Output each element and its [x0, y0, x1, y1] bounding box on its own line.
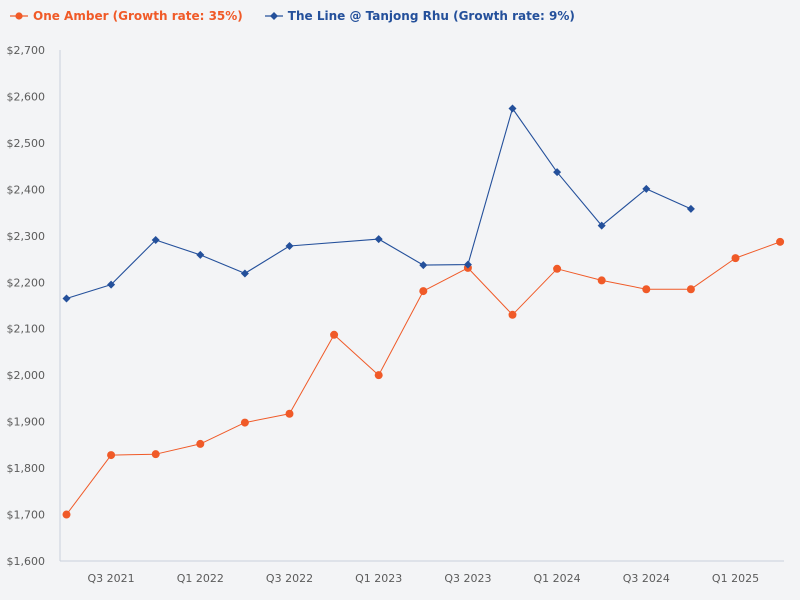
- y-tick-label: $1,900: [7, 416, 46, 429]
- y-tick-label: $1,700: [7, 509, 46, 522]
- data-point-one-amber[interactable]: [151, 450, 160, 459]
- data-point-one-amber[interactable]: [107, 451, 116, 460]
- x-tick-label: Q1 2023: [355, 572, 402, 585]
- data-point-one-amber[interactable]: [62, 510, 71, 519]
- legend-label-the-line: The Line @ Tanjong Rhu (Growth rate: 9%): [287, 9, 575, 23]
- data-point-the-line[interactable]: [553, 168, 562, 177]
- y-tick-label: $2,200: [7, 276, 46, 289]
- series-line-one-amber: [66, 241, 781, 515]
- x-tick-label: Q3 2023: [444, 572, 491, 585]
- data-point-one-amber[interactable]: [776, 237, 785, 246]
- y-tick-label: $1,600: [7, 555, 46, 568]
- y-tick-label: $1,800: [7, 462, 46, 475]
- data-point-one-amber[interactable]: [642, 285, 651, 294]
- data-point-the-line[interactable]: [419, 261, 428, 270]
- data-point-one-amber[interactable]: [330, 330, 339, 339]
- x-tick-label: Q3 2021: [88, 572, 135, 585]
- y-tick-label: $2,600: [7, 90, 46, 103]
- data-point-one-amber[interactable]: [419, 287, 428, 296]
- data-point-one-amber[interactable]: [731, 254, 740, 263]
- data-point-the-line[interactable]: [62, 294, 71, 303]
- data-point-the-line[interactable]: [508, 104, 517, 113]
- data-point-the-line[interactable]: [285, 242, 294, 251]
- data-point-one-amber[interactable]: [374, 371, 383, 380]
- y-tick-label: $2,100: [7, 323, 46, 336]
- series-layer: [62, 104, 785, 519]
- x-tick-label: Q1 2024: [534, 572, 581, 585]
- axes: [59, 50, 784, 562]
- data-point-one-amber[interactable]: [597, 276, 606, 285]
- x-tick-label: Q1 2025: [712, 572, 759, 585]
- y-tick-label: $2,700: [7, 44, 46, 57]
- data-point-the-line[interactable]: [686, 204, 695, 213]
- data-point-one-amber[interactable]: [686, 285, 695, 294]
- data-point-one-amber[interactable]: [240, 418, 249, 427]
- x-tick-label: Q1 2022: [177, 572, 224, 585]
- data-point-the-line[interactable]: [151, 235, 160, 244]
- legend-marker-one-amber-icon: [10, 12, 28, 20]
- data-point-one-amber[interactable]: [553, 264, 562, 273]
- x-axis-ticks: Q3 2021 Q1 2022 Q3 2022 Q1 2023 Q3 2023 Q1 20…: [88, 572, 760, 585]
- legend-item-one-amber[interactable]: One Amber (Growth rate: 35%): [10, 9, 243, 23]
- legend: One Amber (Growth rate: 35%) The Line @ …: [10, 9, 575, 23]
- series-one-amber: [62, 237, 785, 519]
- data-point-one-amber[interactable]: [196, 439, 205, 448]
- data-point-the-line[interactable]: [463, 260, 472, 269]
- legend-item-the-line[interactable]: The Line @ Tanjong Rhu (Growth rate: 9%): [264, 9, 575, 23]
- series-line-the-line: [66, 107, 692, 300]
- series-the-line: [62, 104, 695, 303]
- data-point-one-amber[interactable]: [285, 409, 294, 418]
- y-tick-label: $2,500: [7, 137, 46, 150]
- data-point-the-line[interactable]: [642, 184, 651, 193]
- data-point-the-line[interactable]: [374, 235, 383, 244]
- x-tick-label: Q3 2024: [623, 572, 670, 585]
- data-point-the-line[interactable]: [240, 269, 249, 278]
- y-tick-label: $2,400: [7, 183, 46, 196]
- data-point-the-line[interactable]: [597, 221, 606, 230]
- data-point-the-line[interactable]: [196, 250, 205, 259]
- data-point-one-amber[interactable]: [508, 310, 517, 319]
- legend-label-one-amber: One Amber (Growth rate: 35%): [33, 9, 243, 23]
- y-tick-label: $2,000: [7, 369, 46, 382]
- legend-marker-the-line-icon: [264, 12, 283, 20]
- y-axis-ticks: $1,600 $1,700 $1,800 $1,900 $2,000 $2,100 $2,2…: [7, 44, 46, 568]
- y-tick-label: $2,300: [7, 230, 46, 243]
- x-tick-label: Q3 2022: [266, 572, 313, 585]
- data-point-the-line[interactable]: [107, 280, 116, 289]
